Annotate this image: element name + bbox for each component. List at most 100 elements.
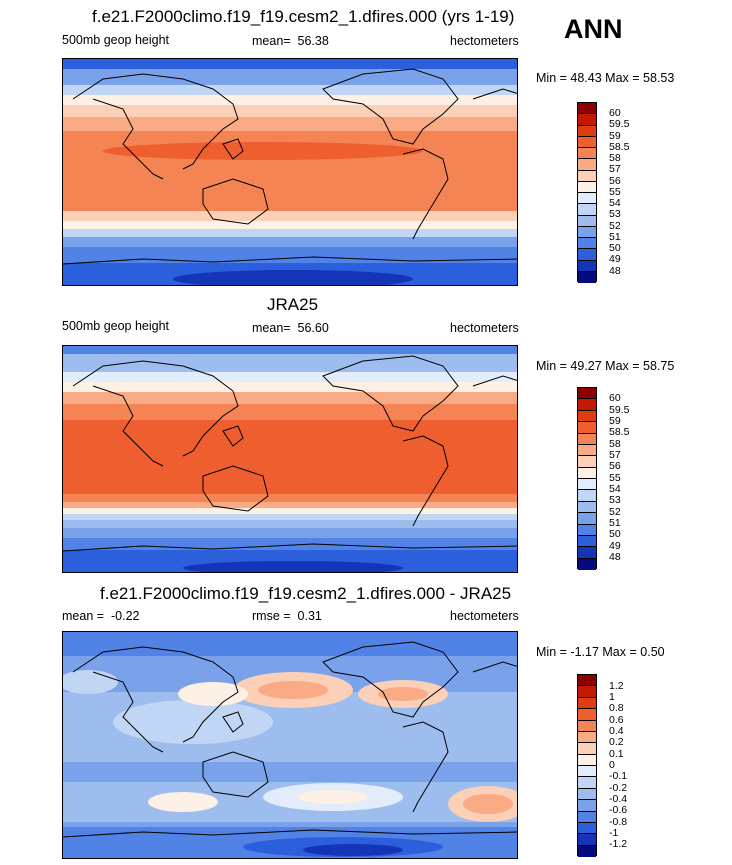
colorbar-swatch bbox=[578, 547, 596, 559]
colorbar-tick: 53 bbox=[609, 208, 621, 220]
colorbar-swatch bbox=[578, 170, 596, 182]
colorbar-swatch bbox=[578, 535, 596, 548]
colorbar-swatch bbox=[578, 777, 596, 789]
contour-map bbox=[62, 58, 518, 286]
colorbar-swatch bbox=[578, 479, 596, 491]
mean-label: mean= bbox=[252, 321, 291, 335]
colorbar-tick: 49 bbox=[609, 540, 621, 552]
colorbar-swatch bbox=[578, 822, 596, 835]
panel-title: f.e21.F2000climo.f19_f19.cesm2_1.dfires.… bbox=[100, 584, 512, 603]
mean-stat: mean= 56.38 bbox=[252, 34, 329, 48]
colorbar-tick: -0.2 bbox=[609, 782, 628, 794]
colorbar-swatch bbox=[578, 238, 596, 250]
colorbar-tick: 53 bbox=[609, 494, 621, 506]
rmse-stat: rmse = 0.31 bbox=[252, 609, 322, 623]
units-label: hectometers bbox=[450, 34, 519, 48]
colorbar bbox=[577, 102, 597, 283]
max-value: 58.75 bbox=[643, 359, 675, 373]
mean-value: 56.38 bbox=[297, 34, 329, 48]
colorbar-tick: 58.5 bbox=[609, 141, 630, 153]
colorbar-tick: 54 bbox=[609, 483, 621, 495]
colorbar-swatch bbox=[578, 558, 596, 570]
max-label: Max = bbox=[605, 71, 640, 85]
panel-title: JRA25 bbox=[267, 295, 319, 314]
contour-map bbox=[62, 345, 518, 573]
colorbar-tick: -0.1 bbox=[609, 770, 628, 782]
mean-stat: mean= 56.60 bbox=[252, 321, 329, 335]
colorbar-tick: 59 bbox=[609, 130, 621, 142]
colorbar-tick: 49 bbox=[609, 253, 621, 265]
field-label: 500mb geop height bbox=[62, 33, 170, 47]
colorbar-swatch bbox=[578, 834, 596, 846]
colorbar-tick: 59.5 bbox=[609, 118, 630, 130]
colorbar-swatch bbox=[578, 467, 596, 479]
rmse-label: rmse = bbox=[252, 609, 291, 623]
colorbar-swatch bbox=[578, 754, 596, 766]
colorbar-tick: 54 bbox=[609, 197, 621, 209]
colorbar-swatch bbox=[578, 204, 596, 216]
colorbar-swatch bbox=[578, 103, 596, 115]
field-label: 500mb geop height bbox=[62, 319, 170, 333]
colorbar-swatch bbox=[578, 271, 596, 283]
colorbar-swatch bbox=[578, 675, 596, 687]
colorbar-swatch bbox=[578, 686, 596, 698]
colorbar-swatch bbox=[578, 743, 596, 755]
colorbar-tick: -0.4 bbox=[609, 793, 628, 805]
colorbar-tick: 58 bbox=[609, 438, 621, 450]
max-value: 0.50 bbox=[640, 645, 665, 659]
colorbar-swatch bbox=[578, 731, 596, 744]
colorbar bbox=[577, 387, 597, 570]
colorbar-swatch bbox=[578, 709, 596, 721]
mean-value: 56.60 bbox=[297, 321, 329, 335]
colorbar bbox=[577, 674, 597, 857]
max-label: Max = bbox=[605, 359, 640, 373]
colorbar-swatch bbox=[578, 490, 596, 502]
units-label: hectometers bbox=[450, 609, 519, 623]
colorbar-tick: 0.6 bbox=[609, 714, 624, 726]
colorbar-swatch bbox=[578, 125, 596, 137]
colorbar-tick: 55 bbox=[609, 472, 621, 484]
max-value: 58.53 bbox=[643, 71, 675, 85]
mean-label: mean= bbox=[252, 34, 291, 48]
colorbar-tick: -0.8 bbox=[609, 816, 628, 828]
colorbar-tick: 56 bbox=[609, 175, 621, 187]
colorbar-tick: 57 bbox=[609, 449, 621, 461]
panel-title: f.e21.F2000climo.f19_f19.cesm2_1.dfires.… bbox=[92, 7, 515, 26]
colorbar-swatch bbox=[578, 249, 596, 261]
colorbar-swatch bbox=[578, 720, 596, 732]
units-label: hectometers bbox=[450, 321, 519, 335]
colorbar-tick: 0.4 bbox=[609, 725, 624, 737]
colorbar-tick: 58.5 bbox=[609, 426, 630, 438]
colorbar-tick: 0 bbox=[609, 759, 615, 771]
colorbar-swatch bbox=[578, 800, 596, 812]
season-label: ANN bbox=[564, 14, 623, 44]
colorbar-tick: 58 bbox=[609, 152, 621, 164]
max-label: Max = bbox=[602, 645, 637, 659]
colorbar-swatch bbox=[578, 433, 596, 445]
colorbar-tick: -1.2 bbox=[609, 838, 628, 850]
colorbar-swatch bbox=[578, 513, 596, 525]
colorbar-tick: 55 bbox=[609, 186, 621, 198]
colorbar-swatch bbox=[578, 410, 596, 423]
mean-label: mean = bbox=[62, 609, 105, 623]
colorbar-tick: 1.2 bbox=[609, 680, 624, 692]
min-value: -1.17 bbox=[570, 645, 599, 659]
min-value: 49.27 bbox=[570, 359, 602, 373]
colorbar-tick: 50 bbox=[609, 528, 621, 540]
colorbar-swatch bbox=[578, 181, 596, 193]
colorbar-swatch bbox=[578, 148, 596, 160]
min-max: Min = 49.27 Max = 58.75 bbox=[536, 359, 674, 373]
colorbar-tick: 48 bbox=[609, 551, 621, 563]
colorbar-swatch bbox=[578, 136, 596, 148]
colorbar-tick: -1 bbox=[609, 827, 619, 839]
min-label: Min = bbox=[536, 645, 567, 659]
min-max: Min = -1.17 Max = 0.50 bbox=[536, 645, 665, 659]
colorbar-swatch bbox=[578, 845, 596, 857]
colorbar-tick: 57 bbox=[609, 163, 621, 175]
colorbar-swatch bbox=[578, 159, 596, 171]
colorbar-swatch bbox=[578, 193, 596, 205]
colorbar-tick: 52 bbox=[609, 506, 621, 518]
colorbar-swatch bbox=[578, 215, 596, 227]
colorbar-tick: 0.1 bbox=[609, 748, 624, 760]
colorbar-tick: 50 bbox=[609, 242, 621, 254]
